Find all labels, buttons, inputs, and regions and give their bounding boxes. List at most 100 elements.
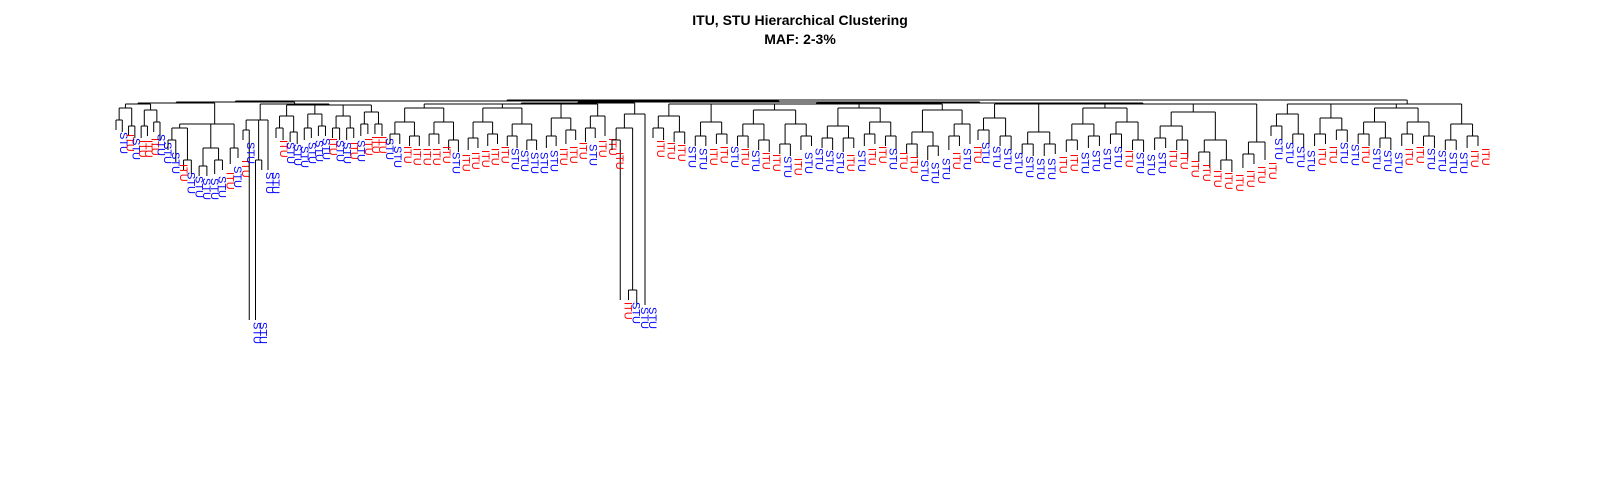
leaf-label-stu: STU — [291, 144, 303, 166]
leaf-label-itu: ITU — [469, 152, 481, 170]
leaf-label-stu: STU — [990, 146, 1002, 168]
leaf-label-stu: STU — [638, 307, 650, 329]
leaf-label-stu: STU — [312, 140, 324, 162]
leaf-label-stu: STU — [269, 172, 281, 194]
leaf-label-itu: ITU — [665, 142, 677, 160]
leaf-label-itu: ITU — [411, 148, 423, 166]
leaf-label-stu: STU — [1425, 148, 1437, 170]
leaf-label-itu: ITU — [1316, 148, 1328, 166]
leaf-label-stu: STU — [1446, 152, 1458, 174]
leaf-label-itu: ITU — [654, 140, 666, 158]
leaf-label-itu: ITU — [675, 144, 687, 162]
leaf-label-itu: ITU — [557, 148, 569, 166]
leaf-label-stu: STU — [1111, 146, 1123, 168]
leaf-label-itu: ITU — [613, 152, 625, 170]
leaf-label-itu: ITU — [401, 146, 413, 164]
leaf-label-itu: ITU — [177, 164, 189, 182]
leaf-label-stu: STU — [749, 150, 761, 172]
leaf-label-stu: STU — [1145, 154, 1157, 176]
leaf-label-stu: STU — [1348, 144, 1360, 166]
leaf-label-itu: ITU — [971, 146, 983, 164]
leaf-label-stu: STU — [1381, 150, 1393, 172]
leaf-label-stu: STU — [528, 152, 540, 174]
leaf-label-itu: ITU — [1067, 154, 1079, 172]
leaf-label-itu: ITU — [459, 154, 471, 172]
leaf-label-itu: ITU — [123, 134, 135, 152]
leaf-label-stu: STU — [169, 152, 181, 174]
leaf-label-stu: STU — [781, 156, 793, 178]
leaf-label-itu: ITU — [596, 140, 608, 158]
leaf-label-stu: STU — [192, 176, 204, 198]
leaf-label-itu: ITU — [908, 156, 920, 174]
leaf-label-itu: ITU — [950, 152, 962, 170]
leaf-label-stu: STU — [161, 142, 173, 164]
leaf-label-stu: STU — [646, 307, 658, 329]
leaf-label-itu: ITU — [707, 148, 719, 166]
leaf-label-itu: ITU — [142, 140, 154, 158]
leaf-label-stu: STU — [1457, 152, 1469, 174]
leaf-label-itu: ITU — [577, 142, 589, 160]
leaf-label-stu: STU — [450, 152, 462, 174]
leaf-label-itu: ITU — [440, 146, 452, 164]
leaf-label-stu: STU — [1435, 150, 1447, 172]
leaf-label-itu: ITU — [1233, 174, 1245, 192]
leaf-label-itu: ITU — [430, 148, 442, 166]
leaf-label-itu: ITU — [1414, 146, 1426, 164]
leaf-label-stu: STU — [200, 178, 212, 200]
leaf-label-stu: STU — [538, 152, 550, 174]
leaf-label-itu: ITU — [717, 146, 729, 164]
leaf-label-itu: ITU — [239, 160, 251, 178]
leaf-label-stu: STU — [383, 138, 395, 160]
leaf-label-stu: STU — [918, 160, 930, 182]
leaf-label-itu: ITU — [1479, 148, 1491, 166]
leaf-label-stu: STU — [979, 142, 991, 164]
leaf-label-stu: STU — [250, 322, 262, 344]
leaf-label-stu: STU — [1034, 158, 1046, 180]
leaf-label-stu: STU — [855, 150, 867, 172]
leaf-label-stu: STU — [1001, 148, 1013, 170]
leaf-label-stu: STU — [231, 166, 243, 188]
leaf-label-stu: STU — [518, 150, 530, 172]
leaf-label-itu: ITU — [362, 138, 374, 156]
leaf-label-itu: ITU — [420, 148, 432, 166]
leaf-label-itu: ITU — [1222, 172, 1234, 190]
leaf-label-itu: ITU — [1359, 146, 1371, 164]
leaf-label-stu: STU — [834, 152, 846, 174]
leaf-label-itu: ITU — [223, 172, 235, 190]
leaf-label-itu: ITU — [1056, 156, 1068, 174]
leaf-label-stu: STU — [960, 148, 972, 170]
leaf-label-itu: ITU — [865, 148, 877, 166]
leaf-label-itu: ITU — [479, 150, 491, 168]
leaf-label-stu: STU — [305, 142, 317, 164]
leaf-label-itu: ITU — [739, 148, 751, 166]
leaf-label-stu: STU — [696, 148, 708, 170]
leaf-label-itu: ITU — [897, 152, 909, 170]
leaf-label-stu: STU — [257, 322, 269, 344]
leaf-label-stu: STU — [391, 146, 403, 168]
leaf-label-stu: STU — [728, 146, 740, 168]
leaf-label-itu: ITU — [326, 138, 338, 156]
leaf-label-itu: ITU — [489, 148, 501, 166]
leaf-label-stu: STU — [1305, 150, 1317, 172]
leaf-label-itu: ITU — [876, 146, 888, 164]
leaf-label-stu: STU — [686, 146, 698, 168]
leaf-label-stu: STU — [813, 148, 825, 170]
leaf-label-stu: STU — [1283, 142, 1295, 164]
leaf-label-itu: ITU — [348, 142, 360, 160]
leaf-label-stu: STU — [1012, 152, 1024, 174]
leaf-label-itu: ITU — [1266, 162, 1278, 180]
leaf-label-itu: ITU — [1326, 146, 1338, 164]
leaf-label-itu: ITU — [1123, 150, 1135, 168]
leaf-label-itu: ITU — [136, 140, 148, 158]
leaf-label-stu: STU — [1370, 148, 1382, 170]
leaf-label-itu: ITU — [376, 136, 388, 154]
leaf-label-stu: STU — [298, 146, 310, 168]
leaf-label-stu: STU — [355, 140, 367, 162]
leaf-label-stu: STU — [1045, 158, 1057, 180]
leaf-label-stu: STU — [334, 140, 346, 162]
leaf-label-itu: ITU — [369, 136, 381, 154]
leaf-label-stu: STU — [341, 142, 353, 164]
leaf-label-itu: ITU — [1200, 164, 1212, 182]
leaf-label-stu: STU — [319, 138, 331, 160]
